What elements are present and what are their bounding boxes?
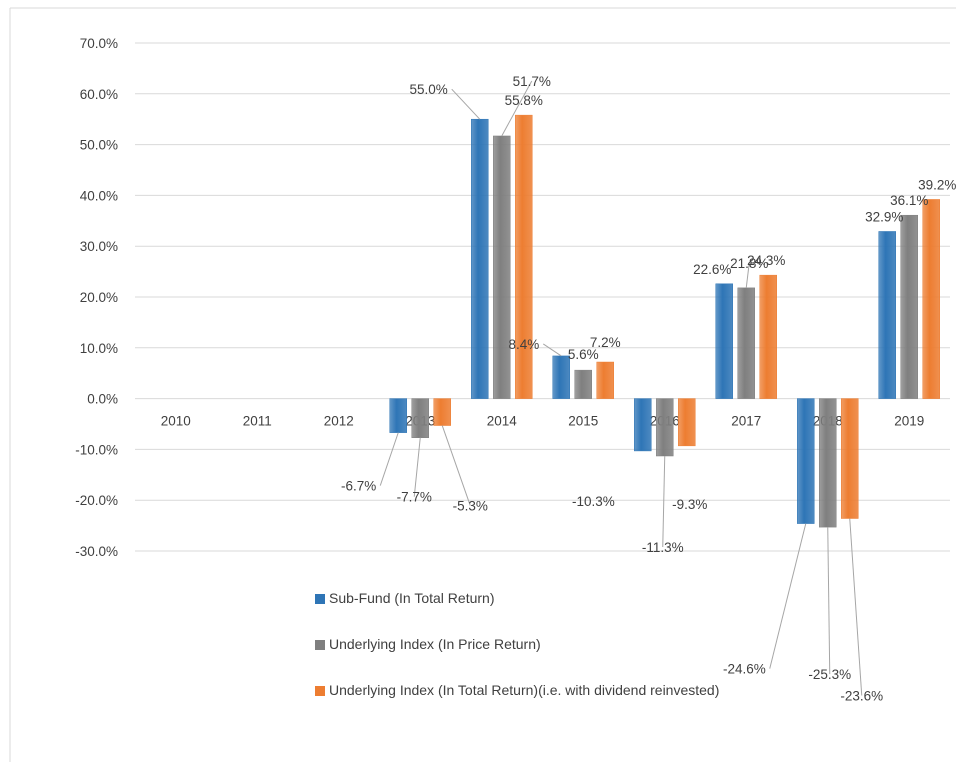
y-tick-label: -30.0%	[75, 544, 118, 559]
data-label: -10.3%	[572, 494, 615, 509]
data-label: 24.3%	[747, 253, 785, 268]
bar	[411, 398, 429, 438]
y-tick-label: 0.0%	[87, 392, 118, 407]
bar	[596, 361, 614, 399]
leader-line	[441, 425, 471, 506]
y-tick-label: 10.0%	[80, 341, 118, 356]
legend-swatch	[315, 640, 325, 650]
y-tick-label: 70.0%	[80, 36, 118, 51]
data-label: 32.9%	[865, 209, 903, 224]
x-tick-label: 2015	[568, 414, 598, 429]
data-label: 21.8%	[730, 256, 768, 271]
bar	[433, 398, 451, 426]
bar	[678, 398, 696, 447]
data-label: 22.6%	[693, 262, 731, 277]
data-label: 7.2%	[590, 335, 621, 350]
data-label: 5.6%	[568, 347, 599, 362]
bar	[471, 118, 489, 399]
bar	[634, 398, 652, 452]
leader-line	[849, 518, 863, 696]
data-label: 55.0%	[409, 82, 447, 97]
data-label: -25.3%	[808, 667, 851, 682]
data-label: -11.3%	[642, 540, 684, 555]
data-label: 36.1%	[890, 193, 928, 208]
bar	[656, 398, 674, 457]
x-tick-label: 2011	[243, 414, 272, 429]
data-label: -5.3%	[453, 499, 488, 514]
legend-label: Sub-Fund (In Total Return)	[329, 590, 495, 606]
legend-item-total-return: Underlying Index (In Total Return)(i.e. …	[315, 680, 735, 700]
leader-line	[413, 437, 421, 497]
y-tick-label: 50.0%	[80, 138, 118, 153]
data-label: -6.7%	[341, 479, 376, 494]
leader-line	[451, 88, 481, 120]
y-tick-label: -10.0%	[75, 442, 118, 457]
bar	[922, 199, 940, 399]
leader-line	[542, 343, 562, 357]
leader-line	[662, 455, 666, 548]
x-tick-label: 2012	[324, 414, 354, 429]
x-tick-label: 2019	[894, 414, 924, 429]
chart-legend: Sub-Fund (In Total Return) Underlying In…	[315, 588, 735, 726]
x-tick-label: 2017	[731, 414, 761, 429]
y-tick-label: 40.0%	[80, 188, 118, 203]
legend-item-price-return: Underlying Index (In Price Return)	[315, 634, 735, 654]
y-tick-label: -20.0%	[75, 493, 118, 508]
bar	[515, 114, 533, 399]
bar	[715, 283, 733, 399]
bar	[797, 398, 815, 524]
bar	[737, 287, 755, 399]
data-label: -9.3%	[672, 497, 707, 512]
bar	[574, 369, 592, 399]
leader-line	[379, 432, 399, 486]
leader-line	[501, 80, 533, 137]
legend-swatch	[315, 594, 325, 604]
data-label: 8.4%	[508, 337, 539, 352]
legend-swatch	[315, 686, 325, 696]
data-label: 55.8%	[505, 93, 543, 108]
data-label: -7.7%	[397, 490, 432, 505]
leader-line	[769, 523, 807, 669]
bar	[841, 398, 859, 519]
bar	[493, 135, 511, 399]
leader-line	[745, 262, 750, 288]
legend-item-sub-fund: Sub-Fund (In Total Return)	[315, 588, 735, 608]
bar	[878, 231, 896, 399]
bar	[819, 398, 837, 528]
data-label: -23.6%	[840, 688, 883, 703]
bar	[389, 398, 407, 433]
legend-label: Underlying Index (In Total Return)(i.e. …	[329, 682, 720, 698]
data-label: 51.7%	[513, 74, 551, 89]
bar	[552, 355, 570, 399]
data-label: 39.2%	[918, 177, 956, 192]
legend-label: Underlying Index (In Price Return)	[329, 636, 541, 652]
bar	[900, 214, 918, 399]
y-tick-label: 30.0%	[80, 239, 118, 254]
x-tick-label: 2014	[487, 414, 518, 429]
leader-line	[827, 527, 831, 675]
x-tick-label: 2010	[161, 414, 191, 429]
y-tick-label: 20.0%	[80, 290, 118, 305]
data-label: -24.6%	[723, 662, 766, 677]
y-tick-label: 60.0%	[80, 87, 118, 102]
bar	[759, 274, 777, 399]
